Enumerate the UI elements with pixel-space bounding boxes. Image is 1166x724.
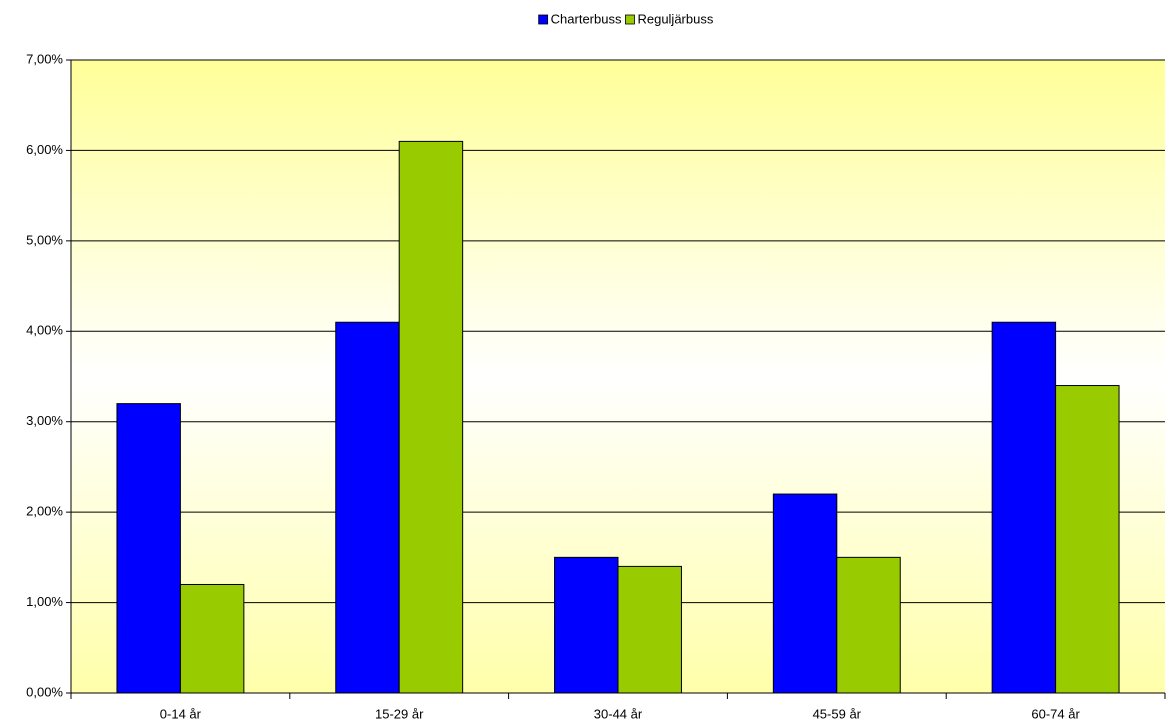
legend-label: Charterbuss (551, 11, 622, 26)
x-tick-label: 30-44 år (594, 706, 643, 721)
y-tick-label: 3,00% (26, 413, 63, 428)
y-tick-label: 5,00% (26, 232, 63, 247)
bar (772, 493, 838, 694)
bar (335, 321, 400, 694)
x-tick-label: 0-14 år (160, 706, 202, 721)
y-tick-label: 2,00% (26, 504, 63, 519)
bar (179, 583, 245, 694)
bar (554, 556, 619, 694)
y-tick-label: 4,00% (26, 323, 63, 338)
x-tick-label: 15-29 år (375, 706, 424, 721)
y-tick-label: 0,00% (26, 684, 63, 699)
x-tick-label: 45-59 år (813, 706, 862, 721)
x-tick-label: 60-74 år (1031, 706, 1080, 721)
y-tick-label: 7,00% (26, 51, 63, 66)
bar (991, 321, 1057, 694)
bar (617, 565, 682, 694)
bar (116, 403, 181, 694)
bar (836, 556, 901, 694)
y-tick-label: 1,00% (26, 594, 63, 609)
legend-label: Reguljärbuss (637, 11, 713, 26)
y-tick-label: 6,00% (26, 142, 63, 157)
legend-swatch (625, 14, 635, 25)
legend-swatch (538, 14, 549, 25)
bar (1055, 385, 1120, 694)
bar (398, 140, 464, 694)
